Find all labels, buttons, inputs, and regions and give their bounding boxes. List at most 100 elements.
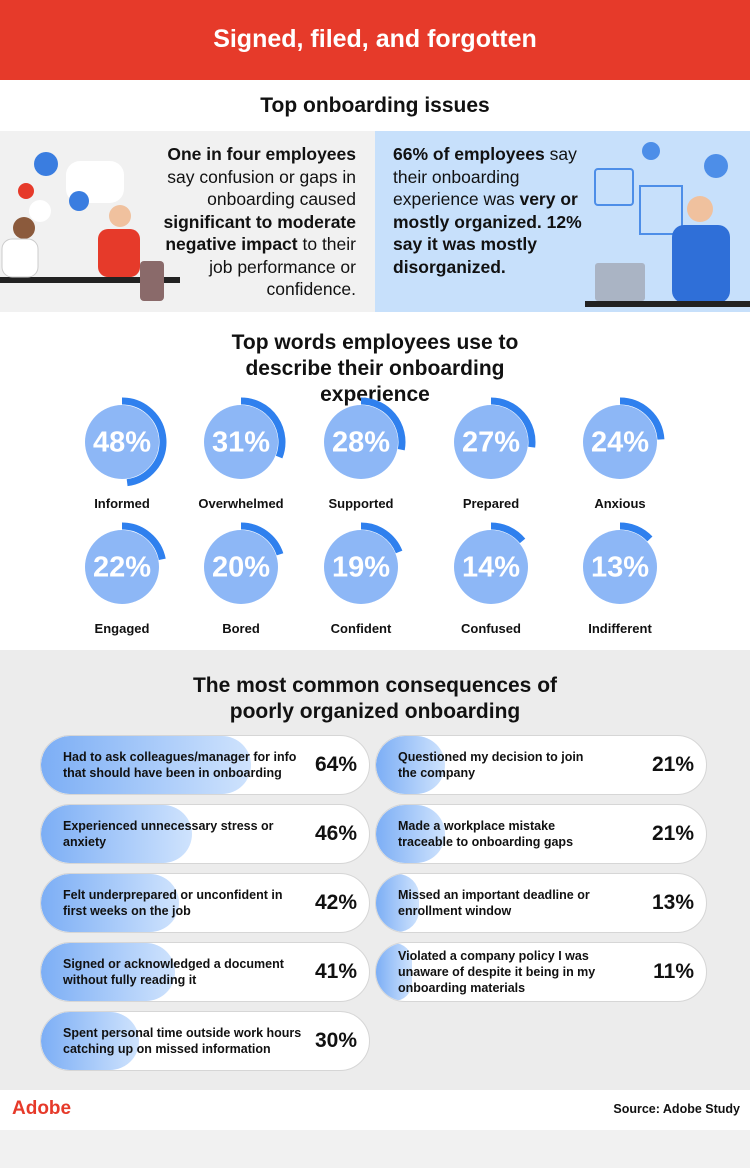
word-label: Supported — [328, 496, 394, 511]
word-ring: 19% — [324, 522, 403, 604]
word-label: Bored — [222, 621, 260, 636]
consequence-pill: Experienced unnecessary stress or anxiet… — [40, 804, 370, 864]
word-percent: 14% — [462, 552, 520, 584]
word-percent: 27% — [462, 427, 520, 459]
word-percent: 28% — [332, 427, 390, 459]
word-ring: 13% — [583, 522, 657, 604]
word-percent: 31% — [212, 427, 270, 459]
word-label: Overwhelmed — [198, 496, 284, 511]
consequence-bar — [41, 943, 176, 1001]
word-arc — [619, 397, 665, 440]
word-percent: 48% — [93, 427, 151, 459]
word-circle — [454, 530, 528, 604]
chair — [140, 261, 164, 301]
consequence-value: 21% — [651, 753, 694, 776]
consequence-value: 30% — [314, 1029, 357, 1052]
consequence-bar — [41, 805, 192, 863]
consequence-label: Experienced unnecessary stress or anxiet… — [63, 819, 274, 849]
person-head — [109, 205, 131, 227]
word-percent: 22% — [93, 552, 151, 584]
word-circle — [324, 530, 398, 604]
word-percent: 24% — [591, 427, 649, 459]
section-title: The most common consequences of poorly o… — [192, 674, 558, 723]
consequence-label: Missed an important deadline or enrollme… — [398, 888, 590, 918]
word-ring: 28% — [324, 397, 406, 479]
consequence-value: 21% — [651, 822, 694, 845]
gear-icon — [642, 142, 660, 160]
consequence-bar — [41, 736, 251, 794]
consequence-pill: Questioned my decision to join the compa… — [375, 735, 707, 795]
check-icon — [69, 191, 89, 211]
word-circle — [583, 530, 657, 604]
left-statement: One in four employees say confusion or g… — [148, 143, 356, 301]
consequence-label: Felt underprepared or unconfident in fir… — [63, 888, 283, 918]
word-circle — [85, 530, 159, 604]
word-percent: 19% — [332, 552, 390, 584]
statement-text: say confusion or gaps in onboarding caus… — [167, 166, 356, 210]
consequence-label: Violated a company policy I was unaware … — [398, 949, 596, 995]
consequence-bar — [376, 874, 419, 932]
word-arc — [360, 522, 403, 554]
consequence-bar — [41, 874, 179, 932]
desk — [0, 277, 180, 283]
word-ring: 27% — [454, 397, 536, 479]
word-circle — [324, 405, 398, 479]
consequence-value: 46% — [314, 822, 357, 845]
consequence-bar — [376, 943, 413, 1001]
word-ring: 24% — [583, 397, 665, 479]
consequence-bar — [376, 736, 446, 794]
word-label: Anxious — [594, 496, 646, 511]
consequence-bar — [376, 805, 446, 863]
checklist-icon — [639, 185, 683, 235]
consequence-value: 41% — [314, 960, 357, 983]
calendar-icon — [594, 168, 634, 206]
section-title: Top onboarding issues — [260, 94, 490, 117]
person-body — [1, 238, 39, 278]
word-arc — [240, 522, 284, 556]
person-body — [98, 229, 140, 277]
consequence-value: 42% — [314, 891, 357, 914]
laptop — [595, 263, 645, 301]
word-arc — [619, 522, 653, 542]
word-arc — [360, 397, 406, 451]
consequence-pill: Made a workplace mistake traceable to on… — [375, 804, 707, 864]
consequence-label: Signed or acknowledged a document withou… — [63, 957, 284, 987]
consequence-label: Had to ask colleagues/manager for info t… — [63, 750, 297, 780]
consequence-pill: Signed or acknowledged a document withou… — [40, 942, 370, 1002]
consequence-pill: Missed an important deadline or enrollme… — [375, 873, 707, 933]
section-title: Top words employees use to describe thei… — [231, 331, 519, 406]
chat-icon — [18, 183, 34, 199]
logo: Adobe — [12, 1098, 72, 1119]
consequence-bar — [41, 1012, 140, 1070]
word-circle — [85, 405, 159, 479]
word-arc — [490, 397, 536, 448]
footer-band — [0, 1130, 750, 1168]
word-ring: 14% — [454, 522, 528, 604]
statement-text: say their onboarding experience was — [393, 144, 577, 209]
person-body — [672, 225, 730, 303]
consequence-pill: Had to ask colleagues/manager for info t… — [40, 735, 370, 795]
word-circle — [204, 405, 278, 479]
person-head — [13, 217, 35, 239]
word-ring: 22% — [85, 522, 166, 604]
page-title: Signed, filed, and forgotten — [213, 25, 537, 53]
statement-text: very or mostly organized. 12% say it was… — [393, 189, 582, 277]
word-ring: 48% — [85, 397, 167, 487]
person-head — [687, 196, 713, 222]
word-ring: 20% — [204, 522, 284, 604]
word-circle — [454, 405, 528, 479]
header-band — [0, 0, 750, 80]
statement-text: significant to moderate negative impact — [163, 211, 356, 255]
word-circle — [583, 405, 657, 479]
word-label: Engaged — [94, 621, 150, 636]
clock-icon — [34, 152, 58, 176]
consequence-value: 13% — [651, 891, 694, 914]
word-label: Confused — [461, 621, 521, 636]
word-label: Informed — [94, 496, 150, 511]
right-statement: 66% of employees say their onboarding ex… — [393, 143, 593, 278]
word-circle — [204, 530, 278, 604]
consequence-pill: Felt underprepared or unconfident in fir… — [40, 873, 370, 933]
word-percent: 20% — [212, 552, 270, 584]
statement-text: One in four employees — [167, 144, 356, 164]
